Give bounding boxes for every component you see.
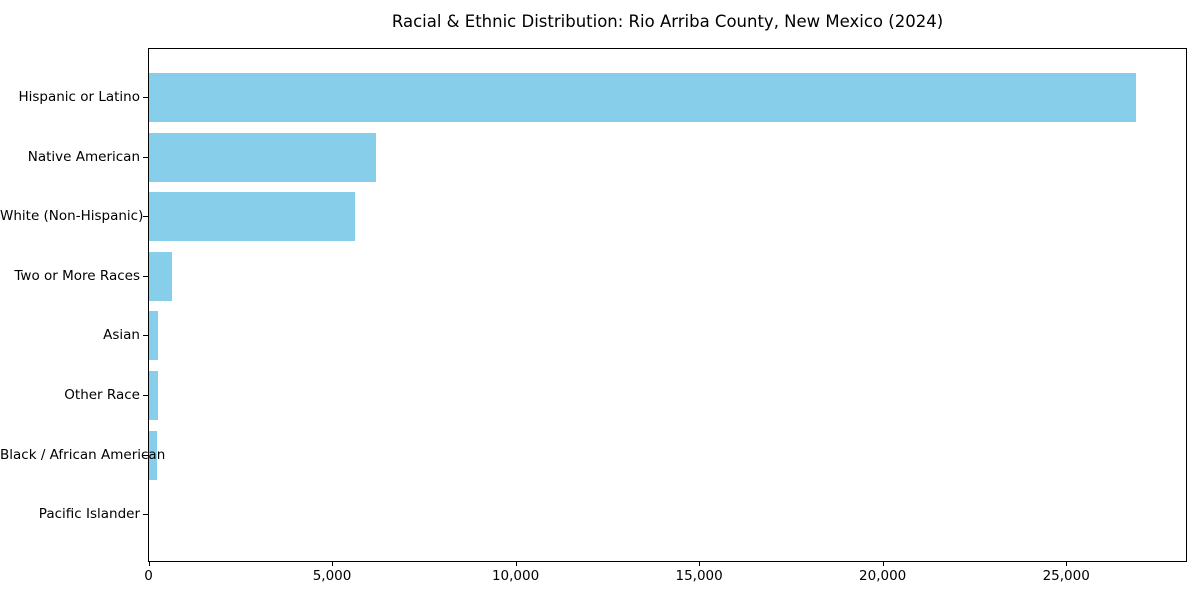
y-tick-label-white-non-hispanic: White (Non-Hispanic) (0, 208, 144, 225)
bar-other-race (149, 371, 158, 420)
bar-two-or-more-races (149, 251, 172, 301)
x-tick-label: 25,000 (1042, 568, 1090, 584)
bar-black-african-american (149, 430, 158, 480)
y-tick-label-hispanic-or-latino: Hispanic or Latino (18, 89, 140, 105)
x-tick (1066, 561, 1068, 566)
x-tick-label: 20,000 (859, 568, 907, 584)
y-tick-label-native-american: Native American (27, 148, 140, 165)
chart-title: Racial & Ethnic Distribution: Rio Arriba… (391, 12, 944, 31)
y-tick (143, 156, 148, 158)
x-tick (332, 561, 334, 566)
y-tick-label-black-african-american: Black / African American (0, 446, 166, 463)
y-tick-label-pacific-islander: Pacific Islander (38, 506, 140, 523)
y-tick (143, 395, 148, 396)
x-tick (699, 561, 701, 566)
y-tick (143, 514, 148, 516)
bar-asian (149, 311, 158, 361)
bar-native-american (149, 132, 376, 182)
y-tick-label-other-race: Other Race (64, 387, 140, 403)
x-tick (148, 561, 150, 566)
x-tick-label: 10,000 (491, 568, 540, 584)
y-tick (143, 216, 148, 218)
plot-area (148, 48, 1187, 562)
x-tick-label: 0 (144, 568, 153, 584)
y-tick (143, 97, 148, 98)
y-tick (143, 275, 148, 277)
x-tick (515, 561, 517, 566)
bar-white-non-hispanic (149, 192, 355, 242)
x-tick (882, 561, 884, 566)
y-tick (143, 454, 148, 456)
x-tick-label: 5,000 (312, 568, 352, 584)
y-tick-label-asian: Asian (103, 327, 140, 344)
x-tick-label: 15,000 (675, 568, 723, 584)
y-tick-label-two-or-more-races: Two or More Races (14, 267, 140, 284)
bar-hispanic-or-latino (149, 73, 1137, 122)
y-tick (143, 335, 148, 337)
